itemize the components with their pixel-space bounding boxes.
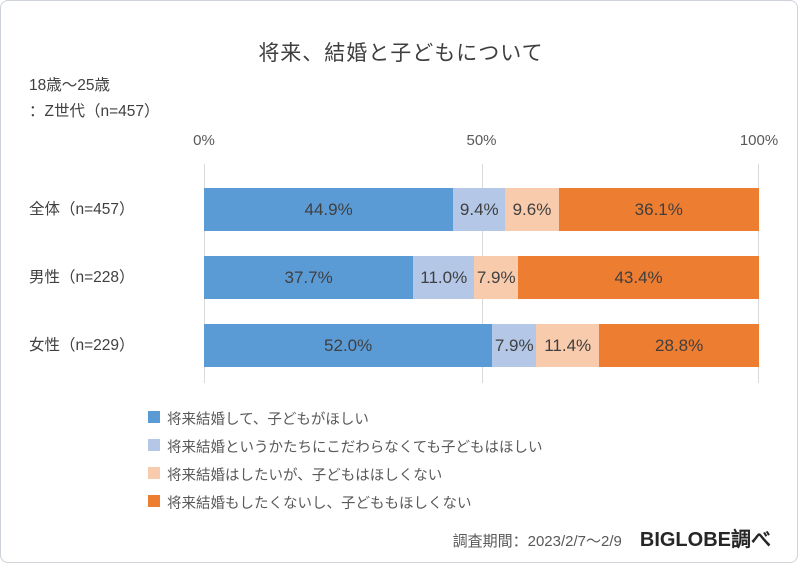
bar-segment: 9.6% [505,188,559,231]
subtitle-line-1: 18歳〜25歳 [29,77,110,94]
data-label: 11.0% [420,267,468,287]
bar-segment: 7.9% [474,256,519,299]
legend-label: 将来結婚もしたくないし、子どももほしくない [167,496,472,512]
footer: 調査期間：2023/2/7〜2/9 BIGLOBE調べ [453,523,771,552]
legend-swatch [148,439,160,451]
bar-segment: 7.9% [492,324,537,367]
data-label: 7.9% [476,267,516,287]
bar-row: 37.7% 11.0% 7.9% 43.4% [204,256,759,299]
bar-row: 52.0% 7.9% 11.4% 28.8% [204,324,759,367]
data-label: 52.0% [324,335,373,355]
chart-title: 将来、結婚と子どもについて [258,42,544,65]
data-label: 9.6% [512,199,552,219]
legend-item: 将来結婚はしたいが、子どもはほしくない [148,464,543,485]
x-axis-tick: 100% [739,132,779,149]
legend-label: 将来結婚というかたちにこだわらなくても子どもはほしい [167,440,543,456]
legend-item: 将来結婚もしたくないし、子どももほしくない [148,492,543,513]
legend-item: 将来結婚して、子どもがほしい [148,408,543,429]
bar-row: 44.9% 9.4% 9.6% 36.1% [204,188,759,231]
data-label: 44.9% [304,199,353,219]
plot-area: 44.9% 9.4% 9.6% 36.1% 37.7% 11.0% 7.9% 43.4% 52.… [204,164,759,383]
x-axis: 0% 50% 100% [193,132,778,152]
data-label: 7.9% [494,335,534,355]
bar-segment: 11.0% [413,256,475,299]
category-label: 全体（n=457） [29,201,135,218]
data-label: 43.4% [614,267,663,287]
data-label: 9.4% [459,199,499,219]
category-label: 女性（n=229） [29,337,135,354]
bar-segment: 11.4% [536,324,600,367]
legend: 将来結婚して、子どもがほしい将来結婚というかたちにこだわらなくても子どもはほしい… [148,408,543,513]
bar-segment: 43.4% [518,256,759,299]
data-label: 36.1% [634,199,683,219]
bar-segment: 36.1% [558,188,759,231]
bar-segment: 28.8% [599,324,759,367]
category-label: 男性（n=228） [29,269,135,286]
chart-subtitle: 18歳〜25歳 ：Z世代（n=457） [29,73,160,125]
legend-swatch [148,495,160,507]
bar-segment: 52.0% [204,324,493,367]
legend-swatch [148,467,160,479]
bar-segment: 37.7% [204,256,414,299]
bar-segment: 44.9% [204,188,454,231]
data-label: 37.7% [284,267,333,287]
data-label: 28.8% [655,335,704,355]
survey-period: 調査期間：2023/2/7〜2/9 [452,533,622,550]
legend-label: 将来結婚はしたいが、子どもはほしくない [167,468,443,484]
x-axis-tick: 50% [466,132,497,149]
subtitle-line-2: ：Z世代（n=457） [29,103,160,120]
bar-segment: 9.4% [453,188,506,231]
x-axis-tick: 0% [193,132,215,149]
legend-label: 将来結婚して、子どもがほしい [167,412,369,428]
data-label: 11.4% [544,335,592,355]
legend-swatch [148,411,160,423]
legend-item: 将来結婚というかたちにこだわらなくても子どもはほしい [148,436,543,457]
source-credit: BIGLOBE調べ [639,529,771,551]
